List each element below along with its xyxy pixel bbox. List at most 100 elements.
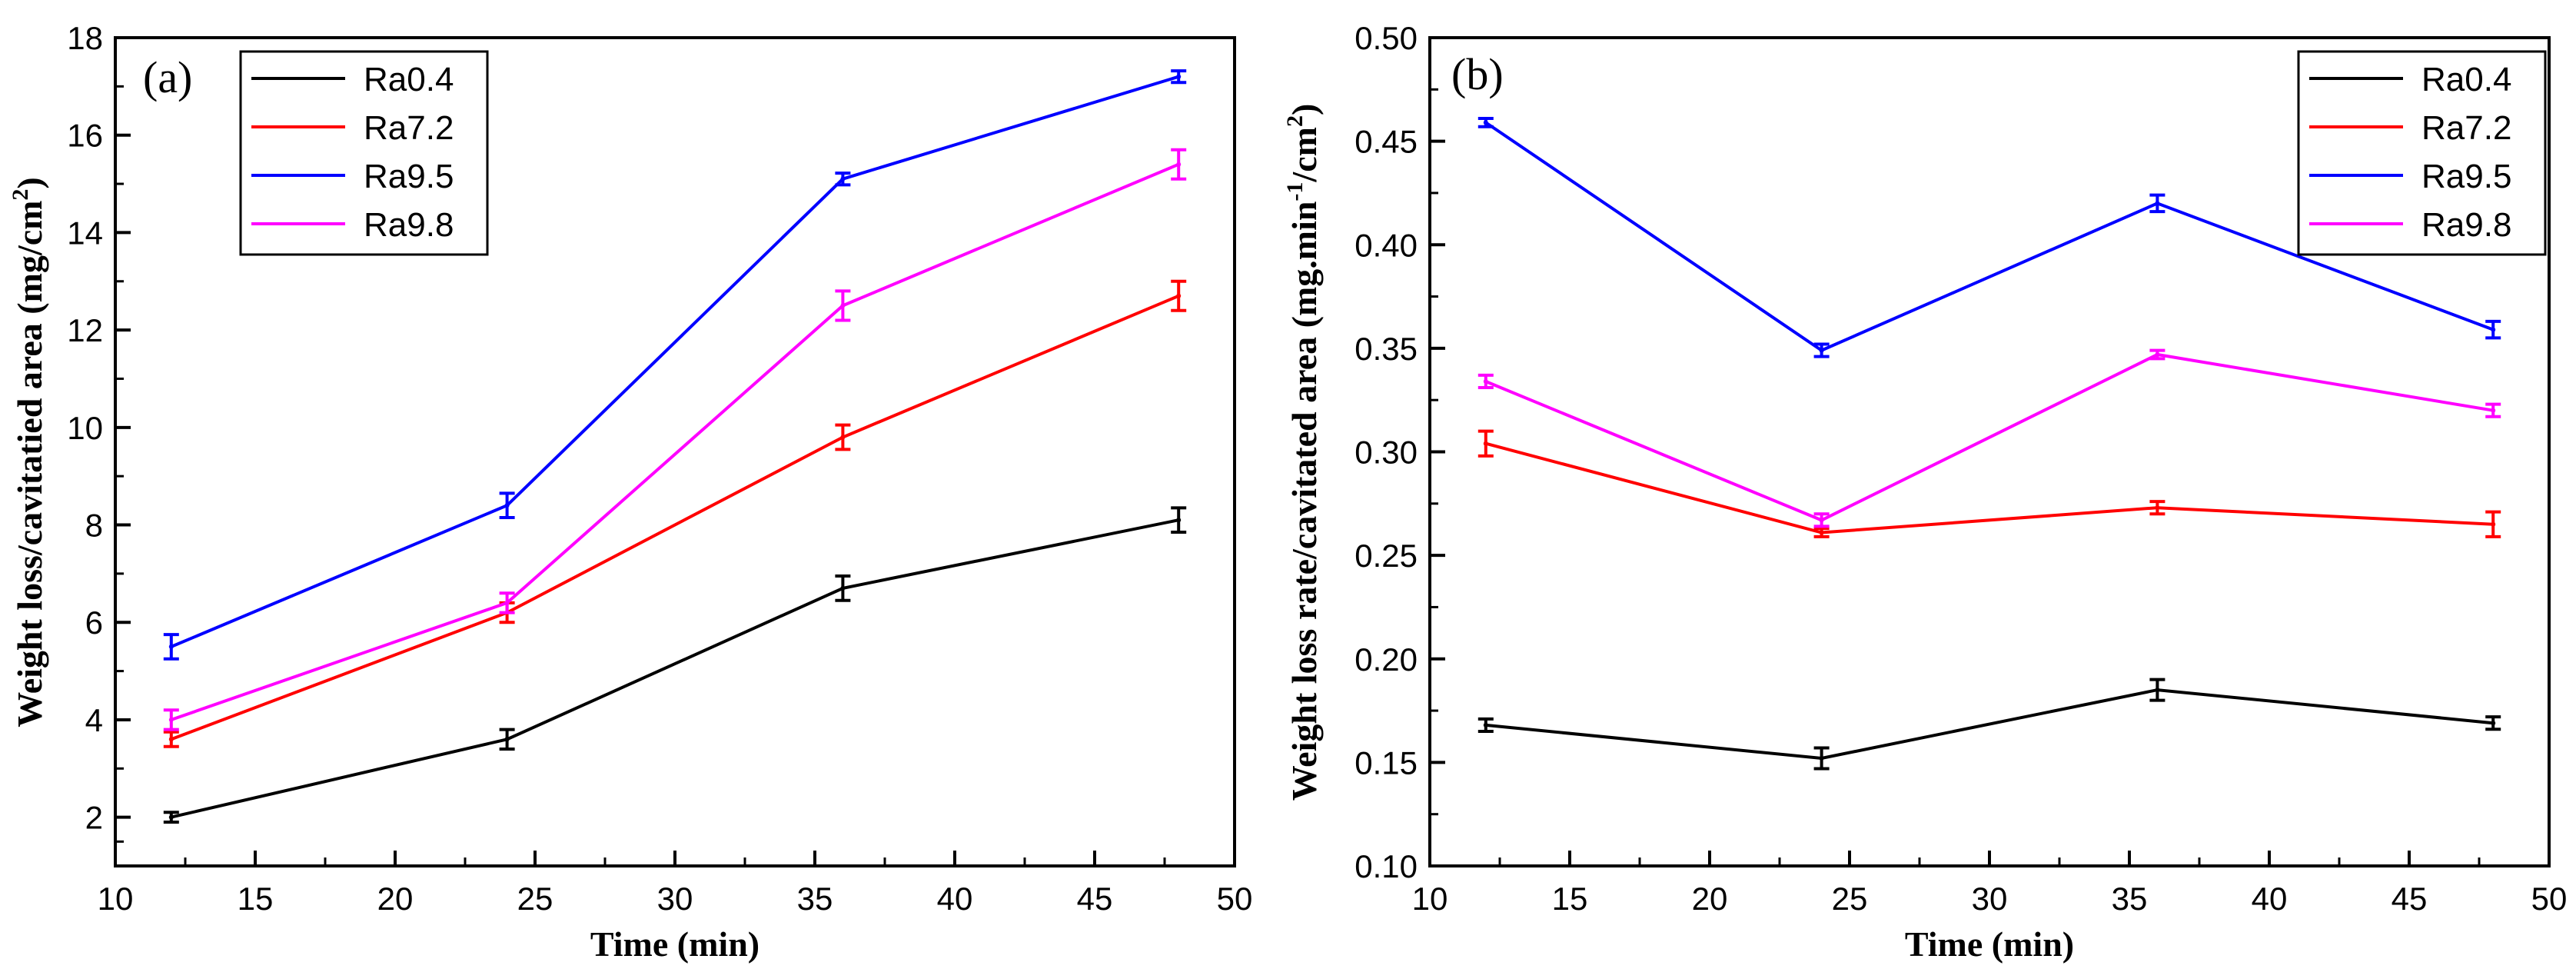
- legend-entry: Ra7.2: [2309, 109, 2511, 147]
- data-point: [1483, 120, 1488, 125]
- data-point: [2155, 201, 2160, 206]
- series-line-Ra9.8: [171, 162, 1179, 721]
- legend: Ra0.4 Ra7.2 Ra9.5 Ra9.8: [239, 50, 489, 256]
- series-line-Ra0.4: [171, 518, 1179, 819]
- data-point: [168, 717, 174, 722]
- y-axis-label: Weight loss rate/cavitated area (mg.min-…: [1282, 104, 1324, 801]
- data-point: [504, 600, 510, 605]
- x-tick-label: 40: [937, 881, 973, 917]
- legend-label: Ra7.2: [364, 109, 454, 147]
- axes-group: 10 15 20 25 30 35 40 45 50 0.10 0.15 0.20 0.25 0.30 0.…: [1354, 20, 2567, 917]
- x-tick-label: 50: [1217, 881, 1253, 917]
- y-tick-label: 16: [67, 118, 103, 154]
- series-line-Ra7.2: [171, 294, 1179, 741]
- data-series-group: [1477, 117, 2501, 771]
- y-tick-label: 8: [85, 508, 103, 544]
- panel-label: (a): [143, 52, 192, 102]
- x-tick-label: 45: [1077, 881, 1113, 917]
- x-tick-label: 45: [2392, 881, 2428, 917]
- x-tick-label: 15: [1552, 881, 1588, 917]
- data-point: [1819, 518, 1824, 523]
- data-point: [1176, 293, 1182, 298]
- y-tick-label: 0.35: [1354, 331, 1418, 367]
- data-point: [1483, 378, 1488, 384]
- data-point: [1483, 441, 1488, 446]
- y-tick-label: 0.45: [1354, 124, 1418, 160]
- y-tick-label: 0.50: [1354, 20, 1418, 56]
- chart-panel-b: 10 15 20 25 30 35 40 45 50 0.10 0.15 0.20 0.25 0.30 0.…: [1282, 20, 2567, 964]
- y-tick-label: 0.15: [1354, 744, 1418, 781]
- legend-entry: Ra7.2: [251, 109, 454, 147]
- legend-label: Ra0.4: [2421, 61, 2511, 98]
- data-point: [1176, 162, 1182, 167]
- data-point: [1176, 518, 1182, 523]
- x-tick-label: 20: [377, 881, 414, 917]
- data-point: [2155, 688, 2160, 693]
- y-tick-label: 14: [67, 215, 103, 251]
- x-tick-label: 15: [238, 881, 274, 917]
- y-tick-label: 0.10: [1354, 848, 1418, 884]
- y-tick-label: 10: [67, 410, 103, 446]
- axes-group: 10 15 20 25 30 35 40 45 50 2 4 6 8 10 12 14 16 18: [67, 20, 1252, 917]
- data-point: [168, 644, 174, 649]
- data-point: [2491, 408, 2496, 413]
- series-line-Ra7.2: [1485, 441, 2494, 534]
- panel-label: (b): [1451, 49, 1504, 99]
- y-tick-label: 6: [85, 604, 103, 641]
- x-tick-label: 25: [517, 881, 553, 917]
- legend-label: Ra9.5: [364, 158, 454, 195]
- data-series-group: [163, 69, 1187, 824]
- y-tick-label: 2: [85, 800, 103, 836]
- x-axis-label: Time (min): [590, 924, 760, 964]
- y-tick-label: 18: [67, 20, 103, 56]
- data-point: [2491, 327, 2496, 332]
- data-point: [1819, 348, 1824, 353]
- x-tick-label: 30: [1972, 881, 2008, 917]
- y-axis-label: Weight loss/cavitatied area (mg/cm2): [8, 177, 49, 728]
- data-point: [840, 435, 846, 440]
- series-line-Ra0.4: [1485, 688, 2494, 761]
- x-tick-label: 20: [1692, 881, 1728, 917]
- data-point: [2155, 351, 2160, 357]
- x-tick-label: 10: [98, 881, 134, 917]
- series-line-Ra9.5: [171, 75, 1179, 648]
- x-tick-label: 35: [797, 881, 833, 917]
- legend-box: [239, 50, 489, 256]
- data-point: [840, 585, 846, 591]
- data-point: [2491, 721, 2496, 726]
- y-tick-label: 4: [85, 702, 103, 738]
- data-point: [2155, 505, 2160, 511]
- data-point: [1483, 722, 1488, 728]
- legend-label: Ra9.8: [2421, 206, 2511, 244]
- legend-entry: Ra9.5: [2309, 158, 2511, 195]
- x-tick-label: 35: [2112, 881, 2148, 917]
- data-point: [1176, 74, 1182, 79]
- y-tick-label: 0.20: [1354, 641, 1418, 678]
- data-point: [2491, 521, 2496, 527]
- legend: Ra0.4 Ra7.2 Ra9.5 Ra9.8: [2297, 50, 2547, 256]
- legend-label: Ra9.8: [364, 206, 454, 244]
- y-tick-label: 0.40: [1354, 227, 1418, 263]
- data-point: [504, 503, 510, 508]
- series-line-Ra9.8: [1485, 352, 2494, 522]
- legend-entry: Ra0.4: [251, 61, 454, 98]
- x-tick-label: 10: [1412, 881, 1448, 917]
- data-point: [168, 814, 174, 820]
- x-tick-label: 30: [657, 881, 693, 917]
- y-tick-label: 0.25: [1354, 538, 1418, 574]
- legend-label: Ra7.2: [2421, 109, 2511, 147]
- legend-entry: Ra9.8: [251, 206, 454, 244]
- x-tick-label: 50: [2531, 881, 2568, 917]
- series-line-Ra9.5: [1484, 121, 2494, 352]
- data-point: [840, 303, 846, 308]
- legend-label: Ra9.5: [2421, 158, 2511, 195]
- legend-entry: Ra9.8: [2309, 206, 2511, 244]
- data-point: [1819, 755, 1824, 761]
- x-tick-label: 40: [2252, 881, 2288, 917]
- legend-entry: Ra0.4: [2309, 61, 2511, 98]
- data-point: [168, 737, 174, 742]
- y-tick-label: 0.30: [1354, 435, 1418, 471]
- legend-label: Ra0.4: [364, 61, 454, 98]
- data-point: [504, 737, 510, 742]
